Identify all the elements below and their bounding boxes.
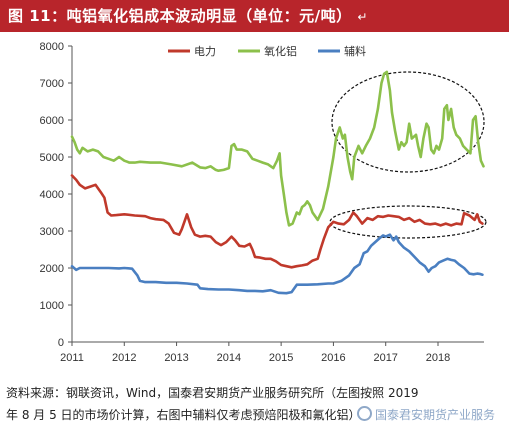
highlight-ellipses — [329, 71, 487, 239]
x-tick-label: 2014 — [217, 352, 241, 364]
y-tick-label: 5000 — [40, 152, 64, 164]
highlight-ellipse-power — [329, 205, 487, 239]
watermark-text: 国泰君安期货产业服务 — [374, 408, 495, 422]
y-tick-label: 6000 — [40, 115, 64, 127]
x-axis: 2011 2012 2013 2014 2015 2016 2017 2018 — [60, 341, 484, 364]
y-tick-label: 8000 — [40, 41, 64, 53]
y-tick-label: 4000 — [40, 189, 64, 201]
footnote: 资料来源：钢联资讯，Wind，国泰君安期货产业服务研究所（左图按照 2019 年… — [6, 382, 506, 426]
legend-label: 氧化铝 — [264, 44, 297, 58]
y-tick-label: 3000 — [40, 226, 64, 238]
series-line-3 — [70, 233, 484, 295]
watermark-logo-icon — [356, 406, 372, 421]
series-lines — [70, 70, 485, 295]
footnote-line-2: 年 8 月 5 日的市场价计算，右图中辅料仅考虑预焙阳极和氟化铝） — [6, 408, 361, 422]
series-line-1 — [70, 174, 484, 269]
x-tick-label: 2015 — [269, 352, 293, 364]
x-tick-label: 2018 — [426, 352, 450, 364]
x-tick-label: 2013 — [164, 352, 188, 364]
y-axis: 0 1000 2000 3000 4000 5000 6000 7000 8000 — [40, 41, 73, 349]
return-mark-icon: ↵ — [357, 10, 368, 24]
watermark: 国泰君安期货产业服务 — [356, 406, 495, 423]
highlight-ellipse-alumina — [331, 71, 485, 173]
legend: 电力 氧化铝 辅料 — [168, 44, 366, 58]
legend-label: 辅料 — [344, 44, 366, 58]
footnote-line-1: 资料来源：钢联资讯，Wind，国泰君安期货产业服务研究所（左图按照 2019 — [6, 386, 419, 400]
figure-title-text: 图 11：吨铝氧化铝成本波动明显（单位：元/吨） — [8, 7, 352, 25]
y-tick-label: 7000 — [40, 78, 64, 90]
x-tick-label: 2016 — [321, 352, 345, 364]
y-tick-label: 0 — [58, 337, 64, 349]
x-tick-label: 2012 — [112, 352, 136, 364]
x-tick-label: 2017 — [373, 352, 397, 364]
figure-title: 图 11：吨铝氧化铝成本波动明显（单位：元/吨） ↵ — [0, 0, 509, 32]
legend-label: 电力 — [194, 45, 216, 58]
y-tick-label: 2000 — [40, 263, 64, 275]
x-tick-label: 2011 — [60, 352, 84, 364]
y-tick-label: 1000 — [40, 300, 64, 312]
series-line-2 — [70, 70, 485, 227]
